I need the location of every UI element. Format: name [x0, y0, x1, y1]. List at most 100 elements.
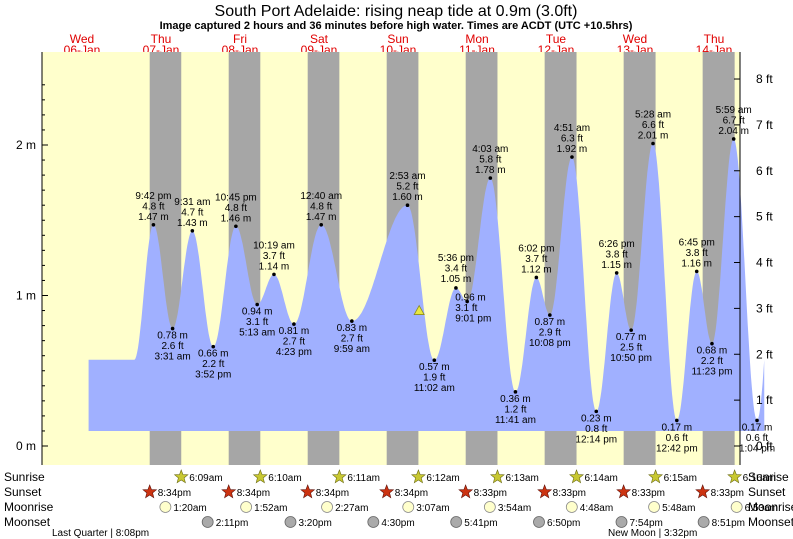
y-tick-label-m: 0 m: [16, 439, 36, 453]
row-label-left: Sunset: [4, 485, 42, 499]
high-tide-label: 5:28 am: [635, 109, 671, 120]
high-tide-label: 10:19 am: [253, 240, 295, 251]
low-tide-label: 12:42 pm: [656, 443, 698, 454]
low-tide-label: 4:23 pm: [276, 347, 312, 358]
high-tide-label: 1.05 m: [441, 274, 472, 285]
low-tide-label: 3:52 pm: [195, 370, 231, 381]
low-tide-label: 1:04 pm: [739, 443, 775, 454]
moonrise-time: 6:53am: [745, 503, 778, 514]
high-tide-label: 1.16 m: [681, 258, 712, 269]
y-tick-label-ft: 7 ft: [756, 118, 773, 132]
extreme-point: [755, 418, 759, 423]
sunset-icon: [616, 484, 632, 499]
row-label-right: Sunset: [748, 485, 786, 499]
extreme-point: [272, 272, 276, 277]
sunrise-icon: [410, 469, 426, 484]
sunset-time: 8:34pm: [158, 488, 191, 499]
sunset-icon: [695, 484, 711, 499]
extreme-point: [548, 313, 552, 317]
sunrise-time: 6:15am: [664, 473, 697, 484]
low-tide-label: 0.17 m: [662, 422, 693, 433]
moonrise-time: 4:48am: [580, 503, 613, 514]
high-tide-label: 1.43 m: [177, 218, 208, 229]
moonrise-icon: [321, 501, 333, 513]
extreme-point: [651, 141, 655, 146]
high-tide-label: 6.3 ft: [561, 134, 583, 145]
moonset-icon: [201, 516, 214, 528]
moonset-icon: [284, 516, 297, 528]
extreme-point: [211, 344, 216, 349]
sunset-icon: [458, 484, 474, 499]
extreme-point: [465, 299, 469, 304]
high-tide-label: 4.8 ft: [142, 201, 164, 212]
high-tide-label: 5.8 ft: [479, 155, 501, 166]
sunrise-time: 6:09am: [189, 473, 222, 484]
low-tide-label: 0.6 ft: [746, 433, 768, 444]
moonrise-icon: [240, 501, 253, 513]
low-tide-label: 11:41 am: [495, 415, 536, 426]
low-tide-label: 2.2 ft: [701, 356, 723, 367]
y-tick-label-ft: 2 ft: [756, 347, 773, 361]
high-tide-label: 2.01 m: [638, 130, 669, 141]
low-tide-label: 0.17 m: [742, 422, 773, 433]
extreme-point: [151, 222, 156, 227]
axes: 0 m 1 m 2 m 0 ft 1 ft 2 ft 3 ft 4 ft 5 ft 6 ft 7 f…: [16, 52, 773, 465]
low-tide-label: 0.6 ft: [666, 433, 688, 444]
high-tide-label: 9:31 am: [174, 197, 210, 208]
low-tide-label: 2.6 ft: [161, 341, 183, 352]
moonrise-icon: [730, 501, 743, 513]
sunrise-time: 6:12am: [426, 473, 459, 484]
row-label-left: Moonrise: [4, 500, 54, 514]
y-tick-label-ft: 1 ft: [756, 393, 773, 407]
sunset-time: 8:33pm: [711, 488, 744, 499]
high-tide-label: 2:53 am: [389, 171, 425, 182]
low-tide-label: 0.23 m: [581, 413, 612, 424]
low-tide-label: 0.96 m: [455, 293, 486, 304]
y-tick-label-ft: 6 ft: [756, 164, 773, 178]
high-tide-label: 6:45 pm: [679, 237, 715, 248]
low-tide-label: 0.77 m: [616, 332, 647, 343]
high-tide-label: 1.14 m: [259, 261, 290, 272]
extreme-point: [405, 203, 410, 207]
high-tide-label: 3.7 ft: [263, 251, 285, 262]
extreme-point: [292, 322, 296, 326]
moonset-icon: [697, 516, 710, 528]
high-tide-label: 3.4 ft: [445, 263, 467, 274]
y-tick-label-ft: 0 ft: [756, 439, 773, 453]
row-label-right: Sunrise: [748, 470, 789, 484]
moonset-time: 6:50pm: [547, 518, 580, 529]
extreme-point: [594, 409, 599, 414]
extreme-point: [614, 271, 619, 275]
sunrise-icon: [727, 469, 743, 484]
low-tide-label: 1.2 ft: [504, 404, 526, 415]
high-tide-label: 4:51 am: [554, 123, 590, 134]
moonrise-time: 1:52am: [254, 503, 287, 514]
low-tide-label: 12:14 pm: [575, 434, 617, 445]
low-tide-label: 2.9 ft: [539, 328, 561, 339]
high-tide-label: 6.7 ft: [723, 115, 745, 126]
sunset-icon: [142, 484, 158, 499]
y-tick-label-ft: 4 ft: [756, 256, 773, 270]
low-tide-label: 0.81 m: [279, 326, 310, 337]
moonset-time: 5:41pm: [464, 518, 497, 529]
sunrise-icon: [569, 469, 585, 484]
low-tide-label: 2.2 ft: [202, 359, 224, 370]
high-tide-label: 1.47 m: [138, 212, 169, 223]
high-tide-label: 5.2 ft: [396, 182, 418, 193]
moonrise-time: 2:27am: [335, 503, 368, 514]
low-tide-label: 0.36 m: [500, 394, 531, 405]
tide-curve: [88, 139, 765, 431]
high-tide-label: 3.8 ft: [686, 248, 708, 259]
high-tide-label: 4.8 ft: [310, 201, 332, 212]
moonrise-time: 5:48am: [662, 503, 695, 514]
extreme-point: [570, 155, 574, 159]
low-tide-label: 0.57 m: [419, 362, 450, 373]
high-tide-label: 5:59 am: [716, 105, 752, 116]
sunset-time: 8:34pm: [395, 488, 428, 499]
moonset-time: 3:20pm: [298, 518, 331, 529]
moon-phase-label: Last Quarter | 8:08pm: [52, 528, 149, 539]
low-tide-label: 11:23 pm: [691, 367, 732, 378]
high-tide-label: 9:42 pm: [135, 191, 171, 202]
low-tide-label: 3.1 ft: [246, 317, 268, 328]
moonrise-time: 1:20am: [173, 503, 206, 514]
